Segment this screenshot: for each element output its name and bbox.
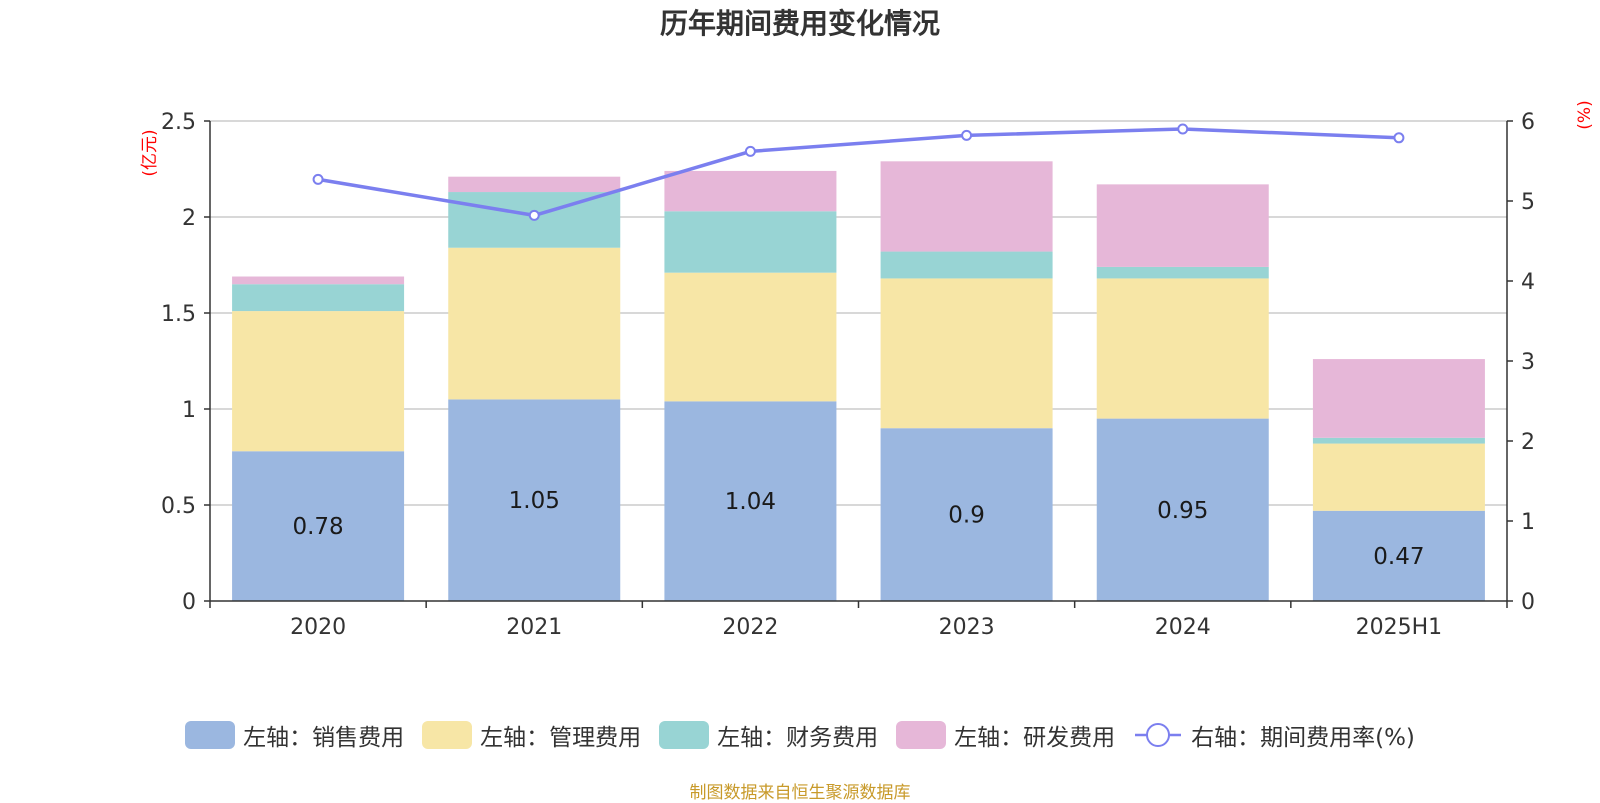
legend-item-finance[interactable]: 左轴：财务费用 <box>659 718 878 752</box>
legend: 左轴：销售费用 左轴：管理费用 左轴：财务费用 左轴：研发费用 右轴：期间费用率(%) <box>0 718 1600 752</box>
legend-label: 右轴：期间费用率(%) <box>1191 725 1415 751</box>
left-axis-tick-label: 2 <box>182 206 196 231</box>
right-axis-tick-label: 5 <box>1521 190 1535 215</box>
left-axis-tick-label: 2.5 <box>161 110 196 135</box>
data-label-sales: 0.47 <box>1373 544 1424 570</box>
source-note: 制图数据来自恒生聚源数据库 <box>689 783 911 803</box>
data-label-sales: 0.95 <box>1157 498 1208 524</box>
bar-sales <box>880 428 1053 601</box>
line-point-rate <box>528 209 540 221</box>
bar-finance <box>1096 266 1269 279</box>
x-axis-tick-label: 2024 <box>1155 615 1211 640</box>
left-axis-unit: (亿元) <box>140 129 160 176</box>
bar-finance <box>664 211 837 273</box>
bar-rnd <box>232 276 405 285</box>
bar-rnd <box>1096 184 1269 267</box>
right-axis-tick-label: 1 <box>1521 510 1535 535</box>
legend-item-admin[interactable]: 左轴：管理费用 <box>422 718 641 752</box>
bar-finance <box>1312 437 1485 444</box>
x-axis-tick-label: 2025H1 <box>1356 615 1443 640</box>
right-axis-tick-label: 0 <box>1521 590 1535 615</box>
series-line-rate <box>317 127 1399 218</box>
bar-admin <box>1312 443 1485 511</box>
right-axis-tick-label: 6 <box>1521 110 1535 135</box>
legend-swatch-rnd <box>896 721 947 749</box>
bar-rnd <box>880 161 1053 252</box>
legend-swatch-finance <box>659 721 710 749</box>
legend-item-rate_line[interactable]: 右轴：期间费用率(%) <box>1133 718 1415 752</box>
line-point-rate <box>1393 132 1405 144</box>
line-point-rate <box>312 173 324 185</box>
bar-admin <box>880 278 1053 429</box>
chart-plot: 0 0.5 1 1.5 2 2.5 0 1 2 3 4 5 6 2020 2021 2022 2023 2024 2… <box>140 100 1595 640</box>
bar-admin <box>664 272 837 402</box>
bar-rnd <box>448 176 621 193</box>
data-label-sales: 0.78 <box>292 514 343 540</box>
left-axis-tick-label: 1.5 <box>161 302 196 327</box>
x-axis-tick-label: 2020 <box>290 615 346 640</box>
data-label-sales: 1.04 <box>725 489 776 515</box>
left-axis-tick-label: 1 <box>182 398 196 423</box>
bar-admin <box>448 247 621 400</box>
legend-label: 左轴：销售费用 <box>243 725 405 751</box>
right-axis-tick-label: 2 <box>1521 430 1535 455</box>
bar-sales <box>664 401 837 601</box>
data-label-sales: 1.05 <box>509 488 560 514</box>
right-axis-tick-label: 4 <box>1521 270 1535 295</box>
legend-swatch-sales <box>185 721 236 749</box>
line-point-rate <box>961 129 973 141</box>
chart-title: 历年期间费用变化情况 <box>659 7 940 40</box>
legend-line-marker-icon <box>1135 723 1182 747</box>
right-axis-unit: (%) <box>1575 100 1595 129</box>
bar-sales <box>1312 510 1485 601</box>
x-axis-tick-label: 2021 <box>506 615 562 640</box>
left-axis-tick-label: 0.5 <box>161 494 196 519</box>
legend-label: 左轴：研发费用 <box>954 725 1116 751</box>
right-axis-tick-label: 3 <box>1521 350 1535 375</box>
bar-rnd <box>1312 359 1485 438</box>
legend-swatch-admin <box>422 721 473 749</box>
bar-rnd <box>664 170 837 212</box>
bar-admin <box>232 311 405 452</box>
line-point-rate <box>744 145 756 157</box>
bar-finance <box>880 251 1053 279</box>
data-label-sales: 0.9 <box>948 503 985 529</box>
line-point-rate <box>1177 123 1189 135</box>
bar-finance <box>232 284 405 312</box>
bar-sales <box>1096 418 1269 601</box>
legend-label: 左轴：管理费用 <box>480 725 642 751</box>
x-axis-tick-label: 2023 <box>939 615 995 640</box>
left-axis-tick-label: 0 <box>182 590 196 615</box>
legend-label: 左轴：财务费用 <box>717 725 879 751</box>
bar-sales <box>448 399 621 601</box>
bar-admin <box>1096 278 1269 419</box>
x-axis-tick-label: 2022 <box>722 615 778 640</box>
bar-sales <box>232 451 405 601</box>
legend-item-rnd[interactable]: 左轴：研发费用 <box>896 718 1115 752</box>
legend-item-sales[interactable]: 左轴：销售费用 <box>185 718 404 752</box>
